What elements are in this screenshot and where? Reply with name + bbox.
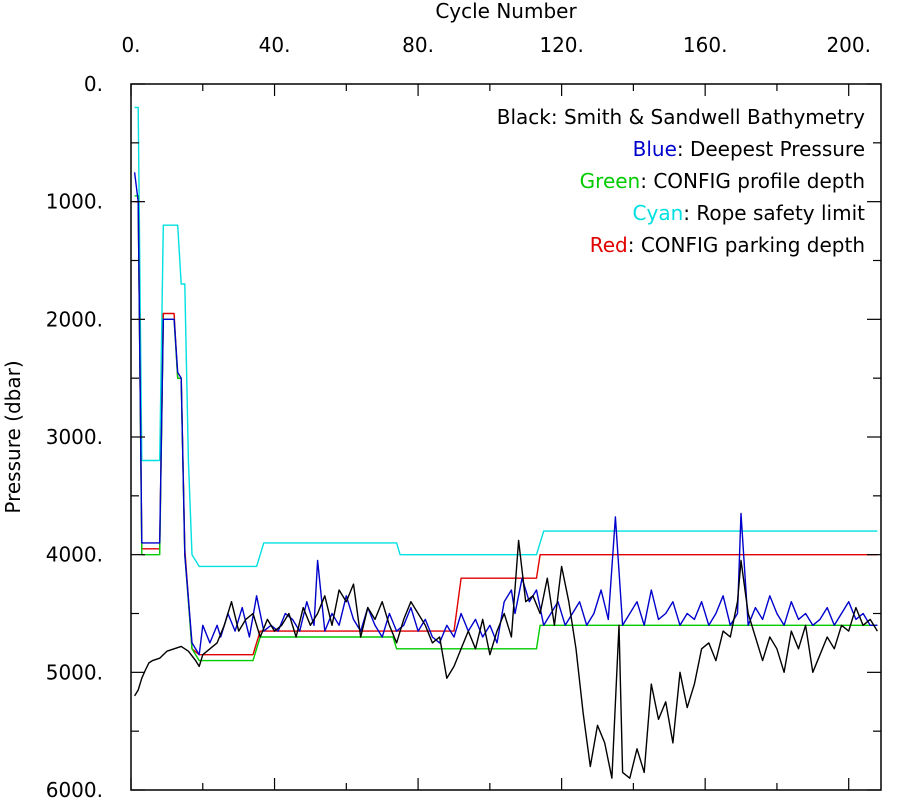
- legend-key: Cyan: [633, 201, 684, 225]
- legend-key: Black: [497, 105, 552, 129]
- x-tick-label: 40.: [259, 33, 291, 57]
- legend-entry: Red: CONFIG parking depth: [590, 233, 865, 257]
- y-tick-label: 3000.: [46, 425, 103, 449]
- x-axis-label: Cycle Number: [435, 0, 577, 23]
- legend-text: : Rope safety limit: [683, 201, 865, 225]
- series-line: [134, 195, 878, 662]
- y-tick-label: 6000.: [46, 778, 103, 800]
- series-line: [134, 106, 878, 568]
- legend-text: : CONFIG parking depth: [628, 233, 865, 257]
- x-axis-ticks: 0. 40. 80. 120. 160. 200.: [121, 33, 871, 790]
- legend-text: : Deepest Pressure: [677, 137, 865, 161]
- y-tick-label: 4000.: [46, 543, 103, 567]
- legend-text: : Smith & Sandwell Bathymetry: [551, 105, 865, 129]
- legend-key: Green: [580, 169, 641, 193]
- x-tick-label: 80.: [402, 33, 434, 57]
- series-line: [134, 539, 878, 779]
- y-tick-label: 1000.: [46, 190, 103, 214]
- legend: Black: Smith & Sandwell BathymetryBlue: …: [497, 105, 865, 257]
- legend-entry: Blue: Deepest Pressure: [633, 137, 865, 161]
- x-tick-label: 200.: [826, 33, 871, 57]
- y-tick-label: 5000.: [46, 660, 103, 684]
- x-tick-label: 120.: [539, 33, 584, 57]
- y-axis-ticks: 0. 1000. 2000. 3000. 4000. 5000. 6000.: [46, 72, 881, 800]
- legend-text: : CONFIG profile depth: [640, 169, 865, 193]
- x-tick-label: 160.: [683, 33, 728, 57]
- legend-key: Blue: [633, 137, 677, 161]
- legend-entry: Cyan: Rope safety limit: [633, 201, 866, 225]
- legend-entry: Green: CONFIG profile depth: [580, 169, 865, 193]
- y-tick-label: 0.: [84, 72, 103, 96]
- y-tick-label: 2000.: [46, 307, 103, 331]
- legend-key: Red: [590, 233, 628, 257]
- y-axis-label: Pressure (dbar): [1, 360, 25, 513]
- x-tick-label: 0.: [121, 33, 140, 57]
- series-line: [134, 200, 878, 656]
- legend-entry: Black: Smith & Sandwell Bathymetry: [497, 105, 865, 129]
- plot-series: [133, 106, 878, 779]
